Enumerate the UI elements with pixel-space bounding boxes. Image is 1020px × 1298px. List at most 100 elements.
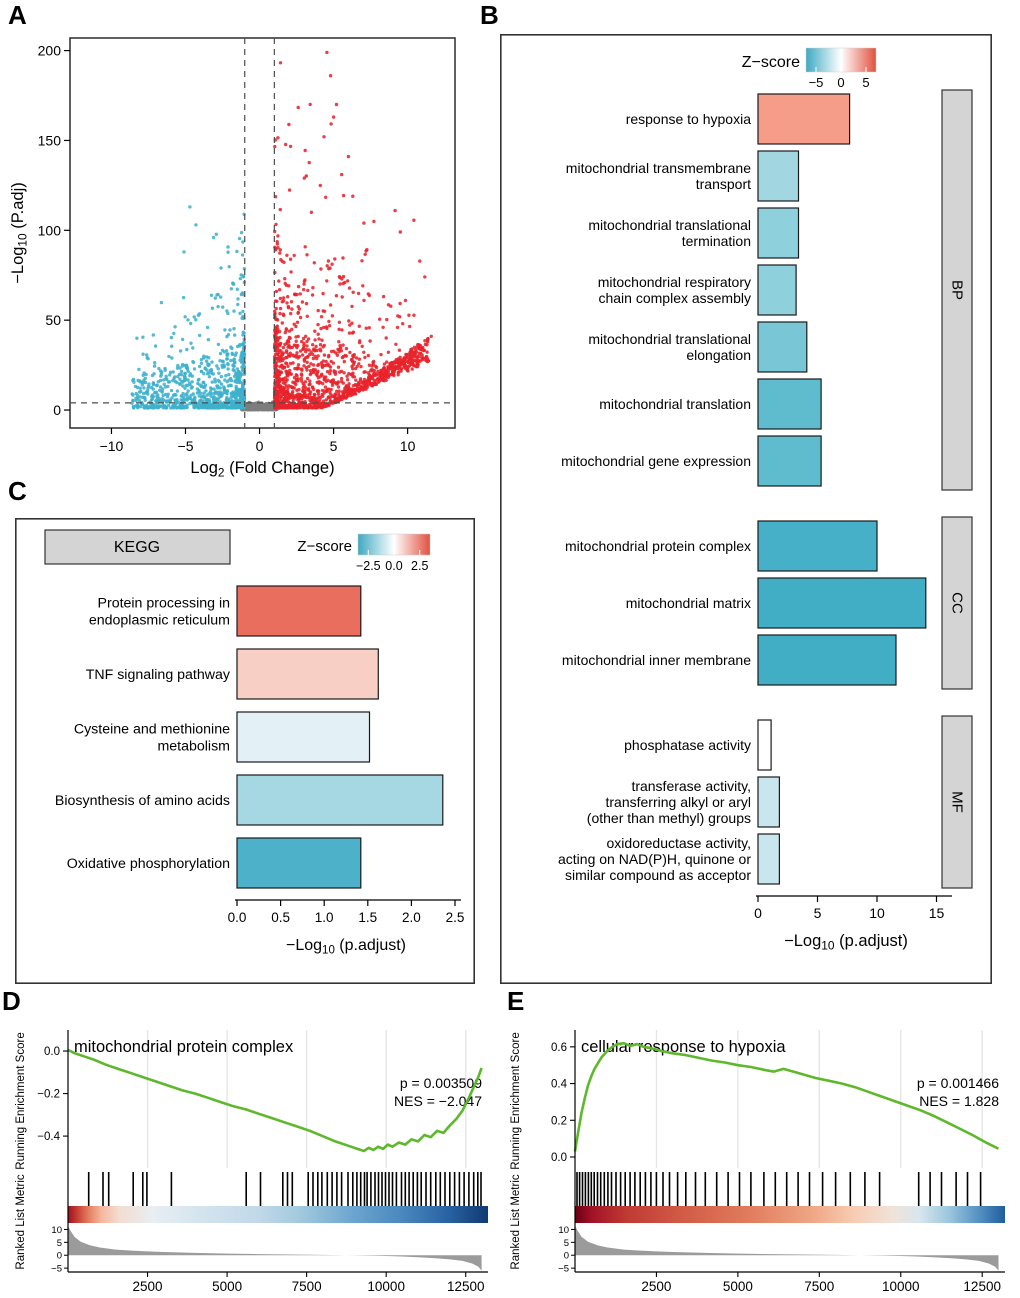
x-axis: 2500 5000 7500 10000 12500 Rank in Ordered Da… bbox=[575, 1271, 1005, 1298]
x-axis: 0 5 10 15 −Log10 (p.adjust) bbox=[754, 895, 952, 953]
bar-label: metabolism bbox=[157, 739, 230, 755]
panel-label-e: E bbox=[507, 986, 525, 1016]
svg-text:5000: 5000 bbox=[723, 1279, 753, 1294]
facet-strip-CC bbox=[941, 516, 973, 690]
svg-text:0.0: 0.0 bbox=[385, 559, 402, 573]
panel-label-b: B bbox=[480, 0, 499, 30]
ranked-metric-colorband bbox=[575, 1206, 1005, 1223]
bar bbox=[757, 150, 800, 202]
bar bbox=[236, 711, 371, 763]
enrichment-curve bbox=[573, 1041, 1000, 1152]
svg-text:200: 200 bbox=[38, 43, 62, 59]
svg-text:0.2: 0.2 bbox=[551, 1115, 567, 1127]
svg-text:Z−score: Z−score bbox=[297, 538, 352, 555]
bar bbox=[757, 378, 822, 430]
svg-text:−Log10 (p.adjust): −Log10 (p.adjust) bbox=[286, 937, 406, 957]
bar-label: mitochondrial translational bbox=[588, 331, 751, 347]
bar bbox=[236, 837, 362, 889]
svg-text:100: 100 bbox=[38, 222, 62, 238]
bar bbox=[236, 585, 362, 637]
gsea-pvalue: p = 0.003509 bbox=[400, 1075, 482, 1091]
facet-label: MF bbox=[949, 791, 966, 813]
svg-text:50: 50 bbox=[45, 312, 61, 328]
svg-text:0: 0 bbox=[57, 1251, 62, 1262]
svg-text:5: 5 bbox=[57, 1238, 62, 1249]
facet-label: CC bbox=[949, 592, 966, 614]
ranked-metric-area bbox=[68, 1225, 482, 1271]
svg-text:2.5: 2.5 bbox=[411, 559, 428, 573]
x-axis: 2500 5000 7500 10000 12500 Rank in Ordered Da… bbox=[68, 1271, 488, 1298]
y-axes: 0.0 −0.2 −0.4 10 5 0 −5 bbox=[37, 1030, 69, 1275]
svg-text:−5: −5 bbox=[51, 1264, 62, 1275]
svg-text:−2.5: −2.5 bbox=[356, 559, 381, 573]
bar bbox=[757, 833, 780, 885]
bar-label: mitochondrial respiratory bbox=[598, 274, 751, 290]
svg-text:Log2 (Fold Change): Log2 (Fold Change) bbox=[190, 459, 334, 480]
gridlines bbox=[655, 1030, 983, 1168]
bar-label: Biosynthesis of amino acids bbox=[55, 793, 230, 809]
svg-text:5: 5 bbox=[862, 75, 869, 90]
bar-group-MF: phosphatase activity transferase activity… bbox=[558, 719, 780, 885]
svg-text:2500: 2500 bbox=[133, 1279, 163, 1294]
bar-label: mitochondrial translational bbox=[588, 217, 751, 233]
go-enrichment-bar-chart: Z−score −5 0 5 response to hypoxia mitochondr… bbox=[500, 34, 992, 985]
svg-text:10: 10 bbox=[51, 1225, 62, 1236]
res-axis-title: Running Enrichment Score bbox=[510, 1032, 522, 1169]
svg-text:0: 0 bbox=[564, 1251, 569, 1262]
ranked-metric-area bbox=[575, 1225, 999, 1271]
y-axis: 0 50 100 150 200 −Log10 (P.adj) bbox=[9, 43, 70, 418]
bar bbox=[757, 520, 878, 572]
svg-text:10: 10 bbox=[400, 438, 416, 454]
svg-text:2500: 2500 bbox=[641, 1279, 671, 1294]
bar-label: transferase activity, bbox=[631, 778, 751, 794]
gsea-nes: NES = −2.047 bbox=[394, 1093, 482, 1109]
svg-text:0: 0 bbox=[754, 905, 762, 921]
svg-text:5: 5 bbox=[564, 1238, 569, 1249]
svg-text:−0.4: −0.4 bbox=[37, 1131, 60, 1143]
threshold-lines bbox=[70, 38, 455, 428]
bar bbox=[757, 93, 851, 145]
panel-border bbox=[500, 34, 992, 985]
svg-text:5: 5 bbox=[330, 438, 338, 454]
gsea-plot-cellular-response-to-hypoxia: cellular response to hypoxia p = 0.001466… bbox=[510, 1030, 1005, 1298]
svg-text:10: 10 bbox=[558, 1225, 569, 1236]
panel-label-a: A bbox=[8, 0, 27, 30]
bar-label: similar compound as acceptor bbox=[565, 867, 751, 883]
svg-text:Rank in Ordered Dataset: Rank in Ordered Dataset bbox=[693, 1296, 887, 1298]
hit-ticks bbox=[87, 1172, 482, 1206]
x-axis: 0.0 0.5 1.0 1.5 2.0 2.5 −Log10 (p.adjust) bbox=[228, 899, 464, 957]
gsea-title: cellular response to hypoxia bbox=[581, 1038, 786, 1056]
bar-label: response to hypoxia bbox=[626, 111, 752, 127]
kegg-header-label: KEGG bbox=[114, 539, 160, 556]
bar-label: acting on NAD(P)H, quinone or bbox=[558, 851, 751, 867]
svg-text:12500: 12500 bbox=[963, 1279, 1001, 1294]
bar-group-BP: response to hypoxia mitochondrial transme… bbox=[561, 93, 851, 487]
svg-text:0.4: 0.4 bbox=[551, 1079, 568, 1091]
bar-label: mitochondrial protein complex bbox=[565, 538, 751, 554]
volcano-plot: −10 −5 0 5 10 Log2 (Fold Change) 0 50 100 150 200 −… bbox=[9, 37, 456, 480]
svg-text:0: 0 bbox=[53, 402, 61, 418]
ranked-metric-colorband bbox=[68, 1206, 488, 1223]
svg-text:−5: −5 bbox=[178, 438, 194, 454]
svg-text:−10: −10 bbox=[100, 438, 124, 454]
svg-text:10000: 10000 bbox=[882, 1279, 920, 1294]
svg-text:0.5: 0.5 bbox=[271, 910, 290, 925]
kegg-enrichment-bar-chart: KEGG Z−score −2.5 0.0 2.5 Protein processing … bbox=[15, 518, 475, 984]
gridlines bbox=[146, 1030, 467, 1168]
bar-label: Cysteine and methionine bbox=[74, 722, 230, 738]
panel-label-d: D bbox=[2, 986, 21, 1016]
svg-text:0: 0 bbox=[837, 75, 844, 90]
bar-label: mitochondrial transmembrane bbox=[566, 160, 751, 176]
svg-text:1.5: 1.5 bbox=[358, 910, 377, 925]
metric-axis-title: Ranked List Metric bbox=[510, 1174, 522, 1269]
svg-text:2.0: 2.0 bbox=[402, 910, 421, 925]
bar-label: transport bbox=[696, 176, 751, 192]
svg-text:−Log10 (P.adj): −Log10 (P.adj) bbox=[9, 182, 30, 283]
bar-label: mitochondrial translation bbox=[599, 396, 751, 412]
bar-label: Protein processing in bbox=[98, 596, 231, 612]
zscore-legend: Z−score −5 0 5 bbox=[742, 47, 877, 90]
facet-strip-BP bbox=[941, 89, 973, 491]
bar bbox=[757, 435, 822, 487]
